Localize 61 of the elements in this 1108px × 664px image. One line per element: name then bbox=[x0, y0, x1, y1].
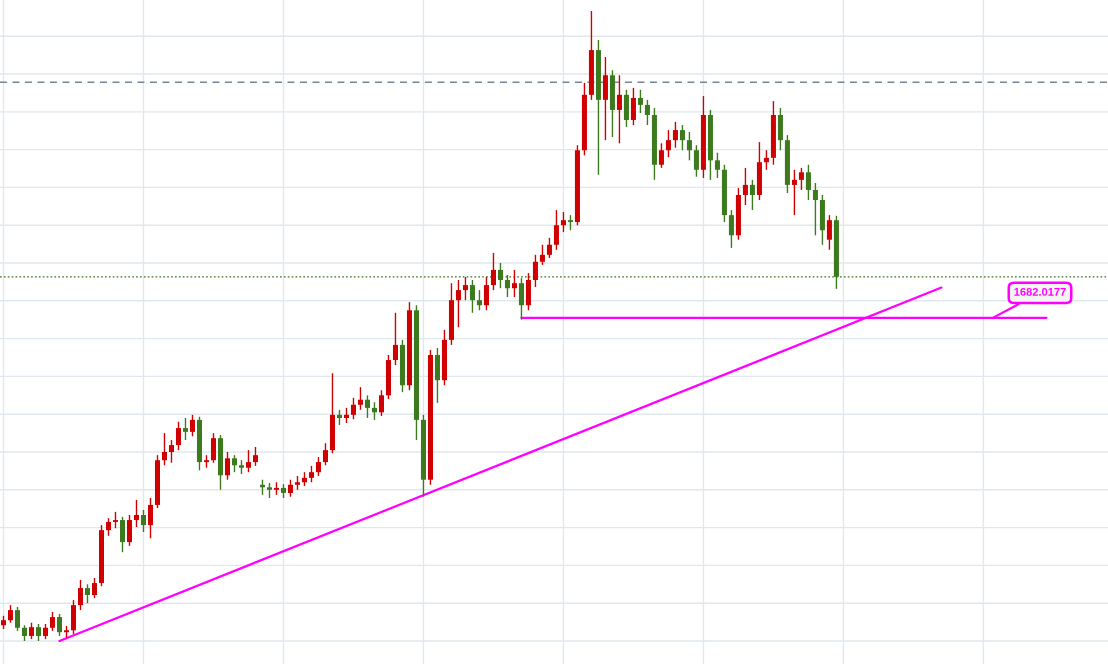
candlestick bbox=[168, 439, 174, 464]
candlestick bbox=[455, 279, 461, 328]
candlestick bbox=[728, 209, 734, 249]
candlestick bbox=[742, 167, 748, 206]
candlestick bbox=[84, 583, 91, 604]
candlestick bbox=[546, 237, 552, 259]
candlestick bbox=[714, 152, 720, 179]
candlestick bbox=[812, 182, 818, 236]
candlestick bbox=[798, 167, 804, 191]
candlestick bbox=[133, 499, 140, 528]
candlestick bbox=[483, 276, 489, 311]
candlestick bbox=[161, 432, 167, 466]
candlestick bbox=[49, 611, 56, 632]
candlestick bbox=[616, 74, 622, 145]
candlestick bbox=[322, 442, 328, 466]
candlestick bbox=[189, 414, 195, 437]
candlestick bbox=[14, 606, 21, 632]
candlestick bbox=[350, 397, 356, 420]
candlestick bbox=[476, 289, 482, 311]
candlestick bbox=[693, 144, 699, 178]
candlestick bbox=[245, 449, 251, 473]
candlestick bbox=[175, 421, 181, 451]
candlestick bbox=[805, 164, 811, 201]
candlestick bbox=[791, 169, 797, 216]
candlestick bbox=[91, 577, 98, 599]
candlestick bbox=[357, 386, 363, 411]
candlestick bbox=[532, 254, 538, 288]
candlestick bbox=[77, 579, 84, 611]
candlestick bbox=[763, 149, 769, 171]
candlestick bbox=[56, 613, 63, 637]
candlestick bbox=[119, 516, 126, 553]
candlestick bbox=[644, 99, 650, 126]
candlestick bbox=[630, 87, 636, 126]
candlestick bbox=[315, 456, 321, 477]
candlestick bbox=[658, 142, 664, 169]
candlestick bbox=[462, 276, 468, 301]
candlestick bbox=[679, 124, 685, 151]
candlestick bbox=[511, 269, 517, 298]
candlestick bbox=[553, 209, 559, 251]
candlestick bbox=[665, 129, 671, 158]
candlestick bbox=[637, 89, 643, 114]
candlestick bbox=[686, 131, 692, 162]
candlestick bbox=[826, 214, 832, 251]
candlestick bbox=[539, 244, 545, 266]
candlestick bbox=[497, 262, 503, 289]
candlestick bbox=[126, 514, 133, 547]
candlestick bbox=[560, 211, 566, 233]
annotation: 1682.0177 bbox=[1014, 287, 1066, 296]
candlestick bbox=[749, 179, 755, 211]
candlestick bbox=[469, 279, 475, 314]
candlestick bbox=[147, 497, 154, 540]
candlestick bbox=[182, 417, 188, 441]
candlestick bbox=[364, 394, 370, 419]
candlestick bbox=[224, 451, 230, 481]
candlestick bbox=[672, 121, 678, 149]
candlestick bbox=[378, 389, 384, 417]
candlestick bbox=[490, 252, 496, 291]
candlestick bbox=[252, 446, 258, 467]
candlestick bbox=[210, 432, 216, 464]
candlestick bbox=[392, 312, 398, 366]
candlestick bbox=[140, 509, 147, 533]
